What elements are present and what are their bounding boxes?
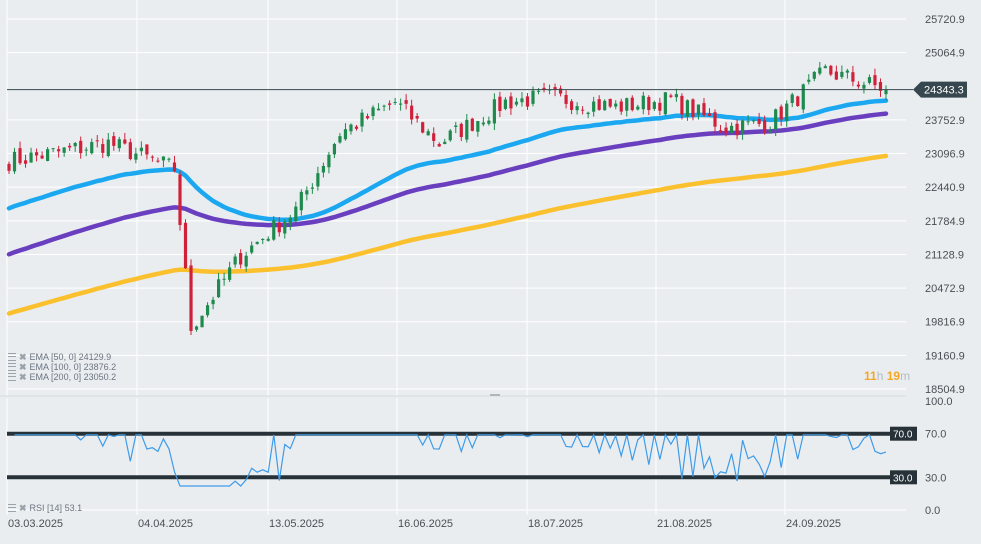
settings-lines-icon[interactable] (8, 363, 16, 371)
settings-lines-icon[interactable] (8, 504, 16, 512)
candle-countdown-timer: 11h 19m (864, 369, 910, 383)
close-icon[interactable]: ✖ (19, 362, 27, 372)
svg-text:18.07.2025: 18.07.2025 (528, 518, 583, 530)
legend-ema50[interactable]: ✖ EMA [50, 0] 24129.9 (8, 352, 116, 362)
ema-legend: ✖ EMA [50, 0] 24129.9 ✖ EMA [100, 0] 238… (8, 352, 116, 382)
svg-text:23752.9: 23752.9 (925, 115, 965, 127)
svg-text:19816.9: 19816.9 (925, 317, 965, 329)
timer-hours-unit: h (876, 369, 884, 383)
svg-text:20472.9: 20472.9 (925, 283, 965, 295)
svg-text:21128.9: 21128.9 (925, 249, 964, 261)
ema-50-line (6, 98, 889, 223)
svg-text:70.0: 70.0 (893, 430, 913, 441)
timer-minutes-unit: m (900, 369, 911, 383)
legend-ema100-label: EMA [100, 0] 23876.2 (29, 362, 117, 372)
time-axis[interactable]: 03.03.2025 04.04.2025 13.05.2025 16.06.2025… (8, 518, 841, 530)
timer-minutes: 19 (886, 369, 901, 383)
svg-text:25064.9: 25064.9 (925, 48, 965, 60)
ema-200-line (6, 153, 889, 316)
legend-rsi[interactable]: ✖ RSI [14] 53.1 (8, 503, 82, 513)
svg-text:30.0: 30.0 (893, 473, 913, 484)
svg-text:70.0: 70.0 (925, 429, 946, 441)
svg-text:25720.9: 25720.9 (925, 14, 965, 26)
legend-ema50-label: EMA [50, 0] 24129.9 (29, 352, 112, 362)
svg-text:16.06.2025: 16.06.2025 (398, 518, 453, 530)
close-icon[interactable]: ✖ (19, 352, 27, 362)
svg-text:100.0: 100.0 (925, 396, 953, 408)
settings-lines-icon[interactable] (8, 373, 16, 381)
grid-lines (0, 0, 906, 515)
svg-text:22440.9: 22440.9 (925, 182, 965, 194)
ema-100-line (6, 111, 889, 257)
svg-text:19160.9: 19160.9 (925, 350, 965, 362)
svg-text:13.05.2025: 13.05.2025 (269, 518, 324, 530)
svg-text:21.08.2025: 21.08.2025 (657, 518, 712, 530)
legend-ema200[interactable]: ✖ EMA [200, 0] 23050.2 (8, 372, 116, 382)
rsi-legend: ✖ RSI [14] 53.1 (8, 503, 82, 513)
settings-lines-icon[interactable] (8, 353, 16, 361)
rsi-pane[interactable]: 70.0 30.0 100.0 70.0 30.0 0.0 (7, 396, 953, 517)
close-icon[interactable]: ✖ (19, 503, 27, 513)
legend-ema200-label: EMA [200, 0] 23050.2 (29, 372, 117, 382)
svg-text:24.09.2025: 24.09.2025 (786, 518, 841, 530)
svg-text:24343.3: 24343.3 (924, 85, 964, 97)
candlestick-series (7, 61, 888, 336)
svg-text:30.0: 30.0 (925, 472, 946, 484)
svg-text:21784.9: 21784.9 (925, 216, 965, 228)
legend-ema100[interactable]: ✖ EMA [100, 0] 23876.2 (8, 362, 116, 372)
svg-text:03.03.2025: 03.03.2025 (8, 518, 63, 530)
timer-hours: 11 (864, 369, 877, 383)
svg-text:0.0: 0.0 (925, 505, 940, 517)
svg-text:23096.9: 23096.9 (925, 149, 965, 161)
svg-text:04.04.2025: 04.04.2025 (138, 518, 193, 530)
price-axis[interactable]: 25720.9 25064.9 23752.9 23096.9 22440.9 21784… (913, 14, 967, 396)
close-icon[interactable]: ✖ (19, 372, 27, 382)
svg-text:18504.9: 18504.9 (925, 384, 965, 396)
legend-rsi-label: RSI [14] 53.1 (29, 503, 83, 513)
